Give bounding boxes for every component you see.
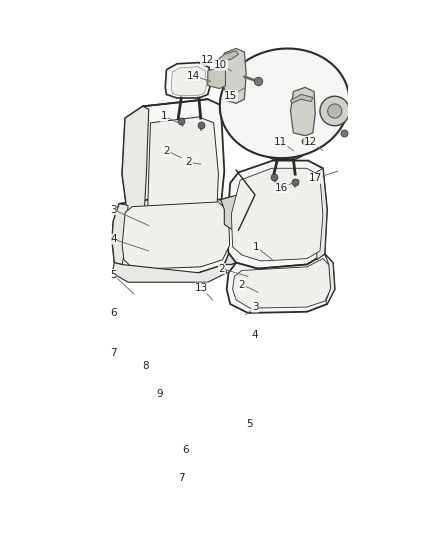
Polygon shape bbox=[171, 67, 207, 95]
Text: 3: 3 bbox=[252, 302, 258, 312]
Text: 5: 5 bbox=[110, 270, 117, 280]
Polygon shape bbox=[227, 160, 327, 269]
Polygon shape bbox=[227, 254, 335, 313]
Text: 4: 4 bbox=[252, 330, 258, 341]
Polygon shape bbox=[219, 51, 238, 61]
Text: 2: 2 bbox=[239, 280, 245, 289]
Circle shape bbox=[328, 104, 342, 118]
Text: 17: 17 bbox=[309, 173, 322, 183]
Text: 15: 15 bbox=[224, 91, 237, 101]
Polygon shape bbox=[208, 67, 226, 88]
Text: 11: 11 bbox=[274, 136, 287, 147]
Text: 5: 5 bbox=[246, 419, 252, 429]
Text: 1: 1 bbox=[161, 111, 167, 122]
Polygon shape bbox=[290, 94, 313, 103]
Polygon shape bbox=[231, 168, 323, 261]
Polygon shape bbox=[112, 199, 233, 276]
Polygon shape bbox=[221, 193, 256, 229]
Polygon shape bbox=[290, 87, 315, 136]
Polygon shape bbox=[112, 204, 128, 264]
Polygon shape bbox=[165, 62, 211, 98]
Text: 6: 6 bbox=[182, 445, 189, 455]
Text: 16: 16 bbox=[275, 183, 288, 193]
Text: 3: 3 bbox=[110, 205, 117, 215]
Ellipse shape bbox=[220, 49, 350, 158]
Text: 2: 2 bbox=[219, 264, 225, 273]
Text: 2: 2 bbox=[163, 146, 170, 156]
Polygon shape bbox=[148, 117, 219, 224]
Polygon shape bbox=[313, 168, 327, 260]
Text: 1: 1 bbox=[253, 242, 259, 252]
Polygon shape bbox=[221, 193, 256, 264]
Polygon shape bbox=[122, 202, 230, 269]
Text: 8: 8 bbox=[142, 361, 149, 371]
Text: 13: 13 bbox=[195, 283, 208, 293]
Text: 12: 12 bbox=[304, 136, 317, 147]
Text: 6: 6 bbox=[110, 308, 117, 318]
Text: 12: 12 bbox=[201, 55, 214, 65]
Text: 4: 4 bbox=[110, 234, 117, 244]
Text: 2: 2 bbox=[186, 157, 192, 167]
Polygon shape bbox=[325, 254, 335, 304]
Text: 10: 10 bbox=[214, 60, 227, 70]
Polygon shape bbox=[233, 259, 332, 308]
Polygon shape bbox=[264, 126, 305, 159]
Text: 7: 7 bbox=[178, 473, 184, 483]
Polygon shape bbox=[221, 49, 246, 103]
Polygon shape bbox=[122, 99, 224, 231]
Text: 7: 7 bbox=[110, 348, 117, 358]
Polygon shape bbox=[112, 263, 227, 282]
Polygon shape bbox=[270, 130, 301, 157]
Polygon shape bbox=[122, 106, 149, 219]
Circle shape bbox=[320, 96, 350, 126]
Text: 14: 14 bbox=[187, 70, 200, 80]
Text: 9: 9 bbox=[156, 390, 162, 399]
